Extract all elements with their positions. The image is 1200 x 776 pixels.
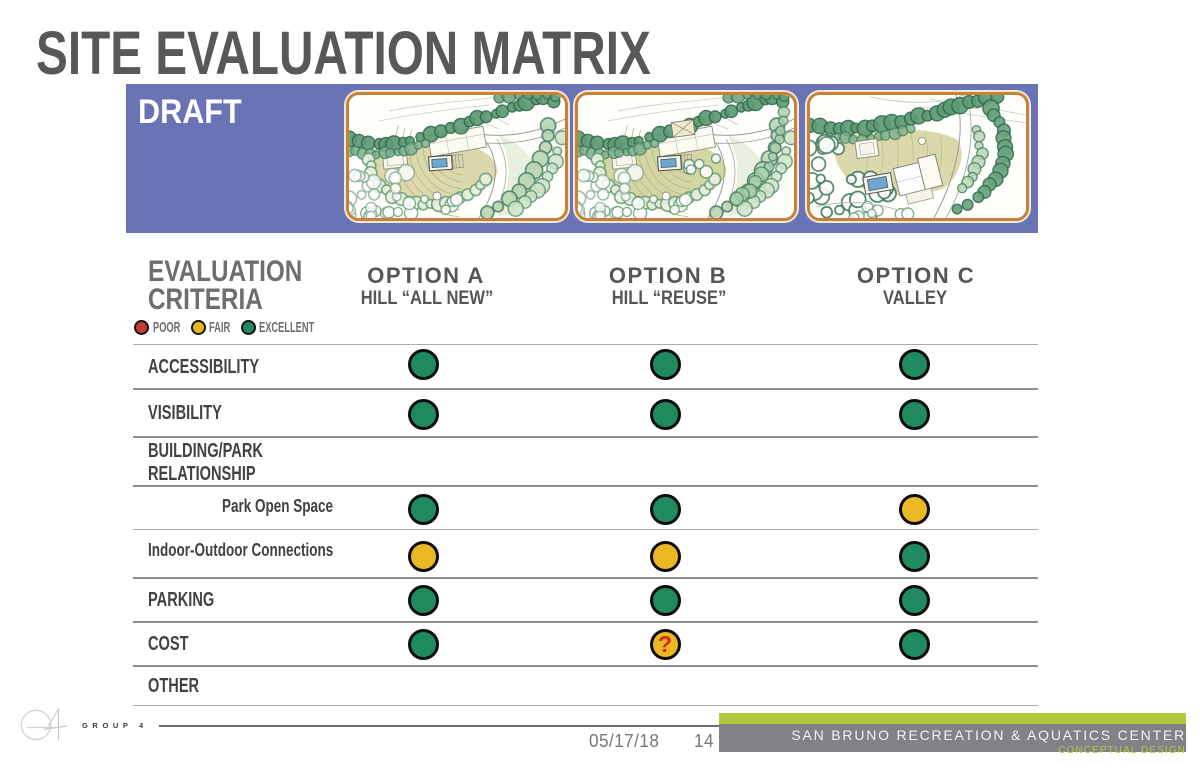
svg-text:GROUP 4: GROUP 4 [82, 721, 148, 730]
